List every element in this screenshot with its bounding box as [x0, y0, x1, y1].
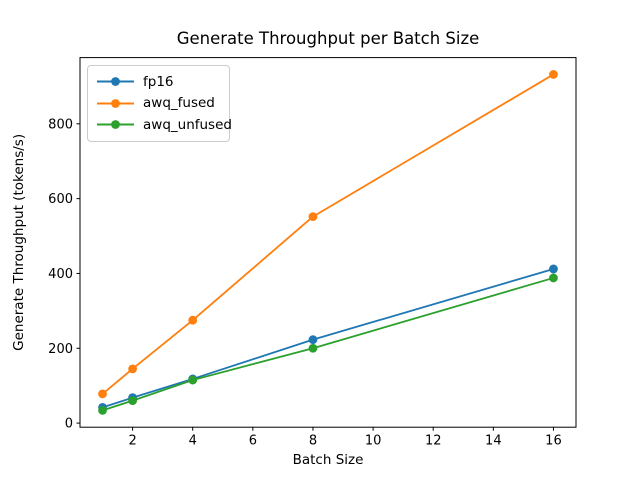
y-tick-label-800: 800 — [48, 117, 73, 132]
series-awq_unfused — [98, 273, 558, 415]
data-point-awq_unfused-x16 — [549, 273, 558, 283]
y-tick-label-600: 600 — [48, 192, 73, 207]
legend-marker-awq-fused — [97, 98, 134, 108]
y-axis-label: Generate Throughput (tokens/s) — [11, 134, 27, 351]
data-point-fp16-x16 — [549, 264, 558, 274]
x-tick-label-16: 16 — [545, 434, 562, 449]
data-point-awq_fused-x4 — [188, 315, 198, 325]
x-tick-label-6: 6 — [249, 434, 257, 449]
data-point-awq_unfused-x1 — [98, 405, 107, 415]
data-series — [98, 70, 558, 415]
legend-label-awq-unfused: awq_unfused — [143, 116, 232, 133]
x-tick-label-12: 12 — [425, 434, 442, 449]
legend-label-awq-fused: awq_fused — [143, 95, 215, 112]
legend-marker-fp16 — [97, 77, 134, 87]
legend-item-fp16: fp16 — [97, 71, 221, 93]
data-point-awq_unfused-x4 — [188, 375, 198, 385]
y-tick-label-200: 200 — [48, 342, 73, 357]
x-tick-label-14: 14 — [485, 434, 502, 449]
legend: fp16 awq_fused awq_unfused — [87, 65, 232, 142]
data-point-awq_fused-x1 — [98, 389, 107, 399]
chart-title: Generate Throughput per Batch Size — [177, 29, 480, 48]
data-point-awq_fused-x2 — [128, 364, 138, 374]
series-awq_fused — [98, 70, 558, 399]
y-tick-label-0: 0 — [65, 417, 73, 432]
data-point-awq_unfused-x8 — [308, 343, 318, 353]
x-tick-label-2: 2 — [128, 434, 136, 449]
data-point-awq_fused-x8 — [308, 212, 318, 221]
legend-item-awq-unfused: awq_unfused — [97, 114, 232, 136]
data-point-awq_unfused-x2 — [128, 396, 138, 406]
legend-marker-awq-unfused — [97, 120, 134, 130]
x-axis-label: Batch Size — [293, 452, 364, 468]
plot-border — [79, 57, 577, 428]
y-tick-label-400: 400 — [48, 267, 73, 282]
series-line-awq_unfused — [101, 277, 555, 412]
legend-item-awq-fused: awq_fused — [97, 93, 221, 115]
legend-label-fp16: fp16 — [143, 73, 174, 90]
data-point-fp16-x8 — [308, 335, 318, 345]
x-tick-label-4: 4 — [189, 434, 197, 449]
x-tick-label-8: 8 — [309, 434, 317, 449]
x-axis-ticks: 2 4 6 8 10 12 14 16 — [128, 427, 562, 449]
data-point-awq_fused-x16 — [549, 70, 558, 79]
y-axis-ticks: 0 200 400 600 800 — [48, 117, 80, 432]
x-tick-label-10: 10 — [365, 434, 382, 449]
